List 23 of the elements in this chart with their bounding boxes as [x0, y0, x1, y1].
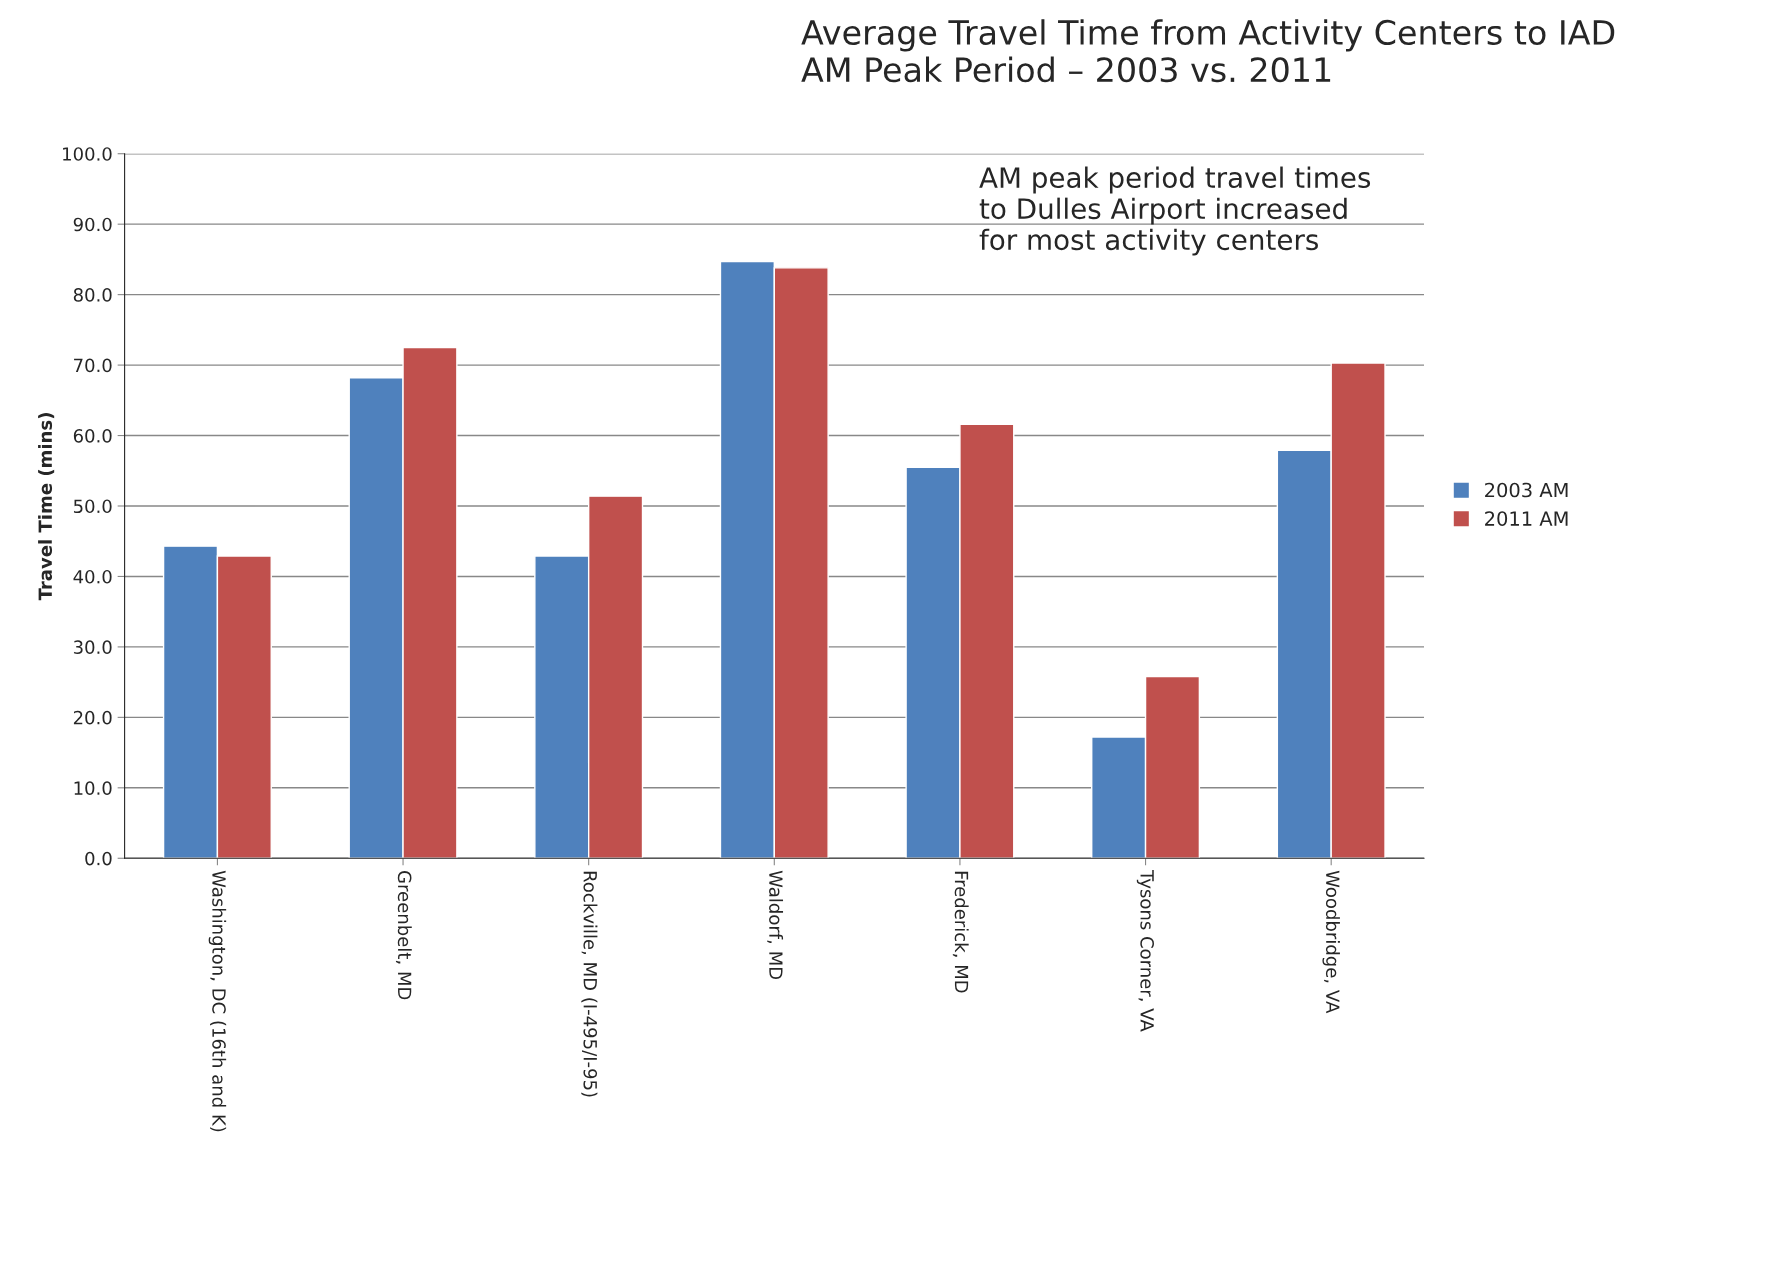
x-tick-label: Washington, DC (16th and K)	[208, 870, 227, 1132]
legend-label: 2011 AM	[1485, 511, 1568, 526]
x-tick-label: Woodbridge, VA	[1322, 870, 1340, 1014]
y-tick-label: 20.0	[73, 710, 112, 725]
chart-title: Average Travel Time from Activity Centers to IAD AM Peak Period – 2003 vs. 2011	[801, 19, 1615, 83]
x-tick-label: Waldorf, MD	[767, 870, 784, 980]
x-tick-label: Rockville, MD (I-495/I-95)	[581, 871, 598, 1097]
y-tick-label: 100.0	[63, 147, 112, 161]
y-tick-label: 90.0	[73, 217, 112, 232]
y-tick-label: 0.0	[85, 851, 112, 866]
x-tick-label: Greenbelt, MD	[395, 871, 412, 1000]
y-tick-label: 80.0	[73, 288, 112, 302]
y-tick-label: 70.0	[74, 358, 112, 373]
y-tick-label: 30.0	[73, 640, 112, 655]
y-tick-label: 50.0	[73, 499, 112, 514]
legend-label: 2003 AM	[1485, 482, 1568, 498]
x-tick-label: Tysons Corner, VA	[1136, 870, 1154, 1032]
annotation: AM peak period travel times to Dulles Airport increased for most activity centers	[979, 166, 1371, 256]
y-axis-title: Travel Time (mins)	[38, 413, 55, 601]
y-tick-label: 40.0	[73, 569, 112, 584]
y-tick-label: 10.0	[74, 781, 112, 795]
y-tick-label: 60.0	[73, 429, 112, 443]
x-tick-label: Frederick, MD	[952, 871, 969, 993]
